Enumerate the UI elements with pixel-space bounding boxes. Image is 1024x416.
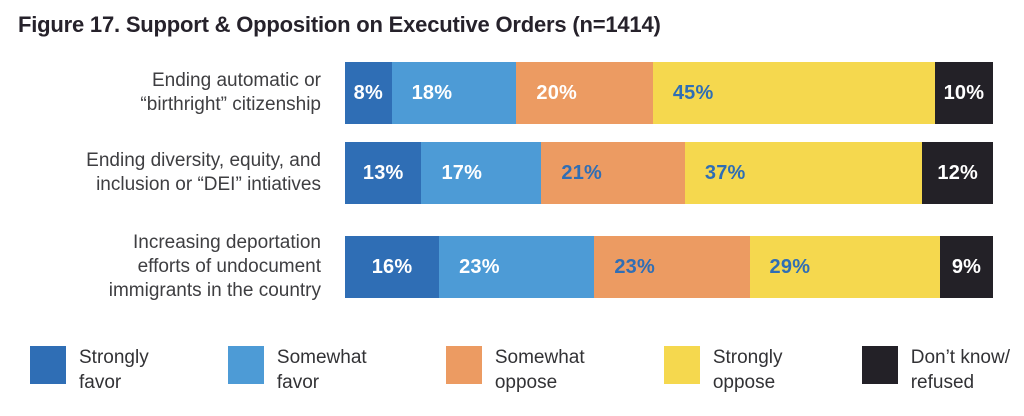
- chart-row: Ending automatic or “birthright” citizen…: [0, 62, 1024, 124]
- bar-segment: 29%: [749, 236, 941, 298]
- bar-segment: 45%: [652, 62, 935, 124]
- segment-value-label: 45%: [672, 81, 714, 104]
- bar-segment: 23%: [439, 236, 595, 298]
- legend-color-swatch: [227, 346, 264, 384]
- segment-value-label: 17%: [441, 161, 483, 184]
- bar-segment: 21%: [541, 142, 685, 204]
- bar-segment: 20%: [516, 62, 653, 124]
- segment-value-label: 21%: [561, 161, 603, 184]
- legend-color-swatch: [861, 346, 898, 384]
- chart-legend: Strongly favor Somewhat favor Somewhat o…: [30, 346, 1010, 395]
- category-label: Ending automatic or “birthright” citizen…: [140, 69, 321, 115]
- legend-item: Somewhat favor: [227, 346, 367, 395]
- category-label: Ending diversity, equity, and inclusion …: [86, 149, 321, 195]
- chart-row: Ending diversity, equity, and inclusion …: [0, 142, 1024, 204]
- bar-segment: 10%: [934, 62, 994, 124]
- bar-segment: 37%: [684, 142, 923, 204]
- bar-segment: 16%: [345, 236, 440, 298]
- bar-segment: 17%: [421, 142, 542, 204]
- legend-color-swatch: [445, 346, 482, 384]
- figure-title: Figure 17. Support & Opposition on Execu…: [18, 12, 661, 37]
- segment-value-label: 10%: [943, 81, 985, 104]
- bar-segment: 9%: [940, 236, 993, 298]
- segment-value-label: 8%: [353, 81, 383, 104]
- legend-label: Strongly oppose: [712, 347, 783, 393]
- segment-value-label: 12%: [937, 161, 979, 184]
- legend-color-swatch: [30, 346, 66, 384]
- chart-row: Increasing deportation efforts of undocu…: [0, 232, 1024, 301]
- segment-value-label: 23%: [614, 255, 655, 278]
- segment-value-label: 20%: [536, 81, 578, 104]
- stacked-bar: 16% 23% 23% 29% 9%: [345, 236, 993, 298]
- legend-label: Strongly favor: [79, 347, 149, 393]
- segment-value-label: 18%: [411, 81, 453, 104]
- legend-label: Somewhat oppose: [494, 347, 585, 393]
- legend-label: Somewhat favor: [276, 347, 367, 393]
- bar-segment: 18%: [391, 62, 517, 124]
- category-label: Increasing deportation efforts of undocu…: [108, 231, 321, 302]
- legend-item: Don’t know/ refused: [861, 346, 1010, 395]
- legend-label: Don’t know/ refused: [910, 347, 1010, 393]
- segment-value-label: 29%: [769, 255, 811, 278]
- segment-value-label: 37%: [704, 161, 746, 184]
- segment-value-label: 23%: [459, 255, 500, 278]
- segment-value-label: 13%: [362, 161, 404, 184]
- bar-segment: 23%: [594, 236, 750, 298]
- legend-color-swatch: [663, 346, 700, 384]
- stacked-bar: 13% 17% 21% 37% 12%: [345, 142, 993, 204]
- legend-item: Strongly oppose: [663, 346, 783, 395]
- legend-item: Strongly favor: [30, 346, 149, 395]
- segment-value-label: 16%: [371, 255, 413, 278]
- segment-value-label: 9%: [951, 255, 982, 278]
- bar-segment: 13%: [345, 142, 422, 204]
- stacked-bar: 8% 18% 20% 45% 10%: [345, 62, 994, 124]
- legend-item: Somewhat oppose: [445, 346, 585, 395]
- bar-segment: 8%: [345, 62, 392, 124]
- bar-segment: 12%: [922, 142, 993, 204]
